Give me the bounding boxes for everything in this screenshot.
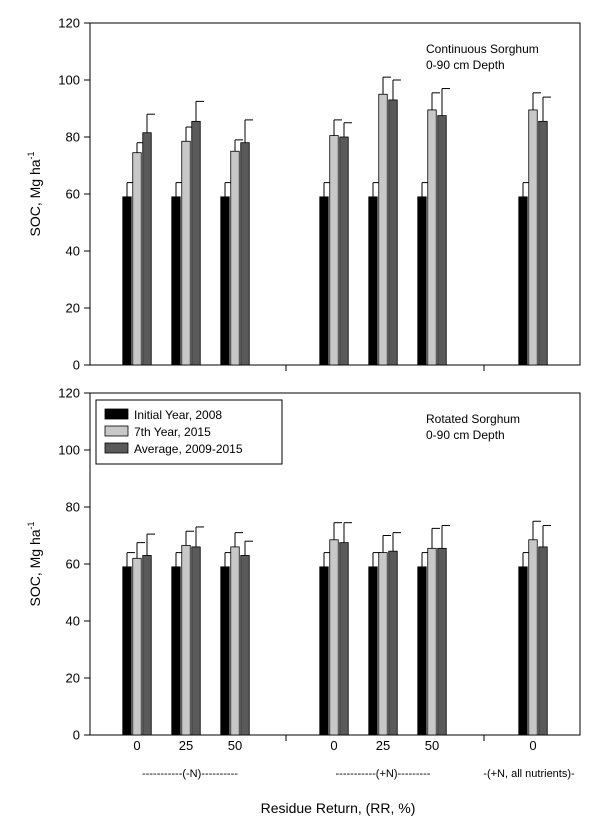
bar-7th-year-2015 [181,140,191,366]
annotation-line-2: 0-90 cm Depth [426,58,505,72]
y-tick-label: 80 [66,500,80,515]
bar-initial-2008 [319,196,329,366]
bar-initial-2008 [518,196,528,366]
bar-initial-2008 [319,566,329,736]
legend-swatch [104,408,129,420]
bar-7th-year-2015 [378,93,388,366]
bar-7th-year-2015 [528,539,538,736]
x-tick-label: 50 [425,738,439,753]
bar-initial-2008 [220,196,230,366]
bar-initial-2008 [171,566,181,736]
bar-average-2009-2015 [240,142,250,366]
y-axis-label-text: SOC, Mg ha [27,529,43,606]
x-tick-label: 0 [330,738,337,753]
legend-label: Initial Year, 2008 [134,408,222,422]
y-tick-label: 100 [58,443,80,458]
y-axis-label-text: SOC, Mg ha [27,159,43,236]
bar-average-2009-2015 [437,547,447,736]
y-tick-label: 60 [66,557,80,572]
legend-label: Average, 2009-2015 [134,442,243,456]
y-tick-label: 20 [66,301,80,316]
legend-swatch [104,442,129,454]
y-tick-label: 120 [58,16,80,31]
panel-rotated-sorghum: 0 20 40 60 80 100 120 SOC, Mg ha-1 Rotated Sorgh… [26,386,581,743]
y-axis-label: SOC, Mg ha-1 [26,151,43,236]
legend-label: 7th Year, 2015 [134,425,211,439]
bar-7th-year-2015 [427,109,437,366]
bar-7th-year-2015 [378,552,388,736]
bar-average-2009-2015 [191,120,201,366]
bar-7th-year-2015 [132,152,142,366]
bar-average-2009-2015 [339,542,349,736]
x-tick-label: 0 [529,738,536,753]
bar-initial-2008 [171,196,181,366]
bar-initial-2008 [368,196,378,366]
bar-initial-2008 [518,566,528,736]
y-tick-label: 120 [58,386,80,401]
bar-7th-year-2015 [181,545,191,736]
bar-average-2009-2015 [538,120,548,366]
bar-average-2009-2015 [142,555,152,736]
y-axis-label: SOC, Mg ha-1 [26,521,43,606]
bar-7th-year-2015 [230,546,240,736]
x-axis: 0 25 50 0 25 50 0 -----------(-N)---------- ----… [133,738,575,816]
y-tick-label: 60 [66,187,80,202]
bar-7th-year-2015 [132,557,142,736]
bar-average-2009-2015 [388,99,398,366]
bar-7th-year-2015 [230,150,240,366]
x-tick-label: 25 [179,738,193,753]
y-tick-label: 40 [66,244,80,259]
bar-7th-year-2015 [427,547,437,736]
bar-average-2009-2015 [388,550,398,736]
annotation-line-1: Rotated Sorghum [426,412,520,426]
bar-initial-2008 [368,566,378,736]
bar-initial-2008 [417,196,427,366]
y-axis-label-superscript: -1 [26,151,36,159]
x-group-label: -----------(-N)---------- [142,768,238,780]
bar-average-2009-2015 [339,136,349,366]
legend-swatch [104,425,129,437]
bar-average-2009-2015 [538,546,548,736]
x-group-label: -(+N, all nutrients)- [483,768,575,780]
x-axis-title: Residue Return, (RR, %) [261,800,416,816]
y-tick-label: 100 [58,73,80,88]
bar-initial-2008 [122,566,132,736]
y-tick-label: 20 [66,671,80,686]
x-tick-label: 50 [228,738,242,753]
y-axis-label-superscript: -1 [26,521,36,529]
y-tick-label: 80 [66,130,80,145]
x-tick-label: 25 [376,738,390,753]
bar-average-2009-2015 [240,555,250,736]
annotation-line-2: 0-90 cm Depth [426,428,505,442]
bar-initial-2008 [417,566,427,736]
y-tick-label: 0 [73,728,80,743]
x-tick-label: 0 [133,738,140,753]
y-tick-label: 40 [66,614,80,629]
annotation-line-1: Continuous Sorghum [426,42,539,56]
x-group-label: -----------(+N)--------- [336,768,431,780]
y-tick-label: 0 [73,358,80,373]
bar-7th-year-2015 [329,539,339,736]
bar-initial-2008 [122,196,132,366]
bar-7th-year-2015 [528,109,538,366]
bar-average-2009-2015 [142,132,152,366]
bar-average-2009-2015 [437,115,447,366]
bar-initial-2008 [220,566,230,736]
panel-continuous-sorghum: 0 20 40 60 80 100 120 SOC, Mg ha-1 Continuous So… [26,16,581,373]
bar-7th-year-2015 [329,135,339,366]
bar-average-2009-2015 [191,546,201,736]
